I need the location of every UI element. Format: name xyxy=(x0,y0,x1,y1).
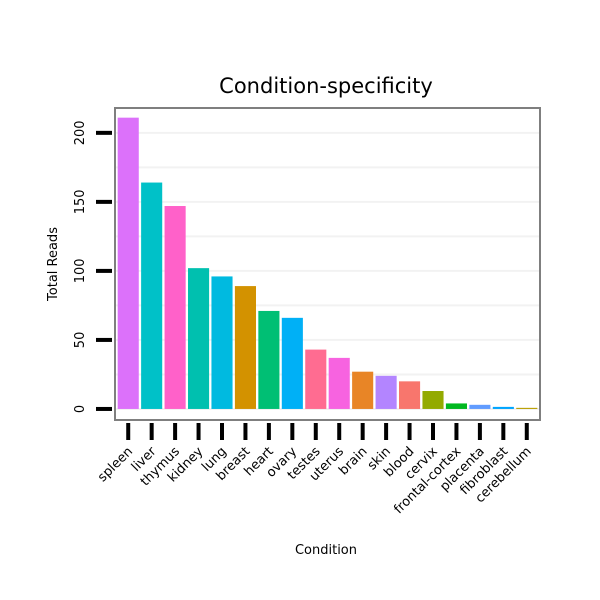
bar-breast xyxy=(234,286,256,409)
x-axis: spleenliverthymuskidneylungbreastheartov… xyxy=(95,423,535,517)
bar-placenta xyxy=(469,404,491,409)
bar-uterus xyxy=(328,357,350,409)
gridlines xyxy=(115,131,540,410)
y-tick-label: 0 xyxy=(73,405,88,413)
plot-border xyxy=(114,107,541,421)
bar-blood xyxy=(399,381,421,409)
bar-spleen xyxy=(117,117,139,409)
chart-title: Condition-specificity xyxy=(219,74,433,98)
bar-skin xyxy=(375,375,397,409)
y-axis: 0 50 100 150 200 xyxy=(73,120,112,413)
plot-background xyxy=(115,108,540,420)
bar-kidney xyxy=(188,268,210,409)
bar-cervix xyxy=(422,391,444,409)
bar-brain xyxy=(352,371,374,409)
bar-cerebellum xyxy=(516,407,538,409)
y-tick-label: 50 xyxy=(73,332,88,349)
y-tick-label: 150 xyxy=(73,189,88,214)
bar-testes xyxy=(305,349,327,409)
x-axis-label: Condition xyxy=(295,543,357,558)
y-axis-label: Total Reads xyxy=(46,227,61,302)
bar-lung xyxy=(211,276,233,409)
y-tick-label: 100 xyxy=(73,258,88,283)
bar-frontal-cortex xyxy=(445,403,467,409)
bar-thymus xyxy=(164,206,186,409)
bar-liver xyxy=(141,182,163,409)
bars xyxy=(117,117,538,409)
y-tick-label: 200 xyxy=(73,120,88,145)
bar-ovary xyxy=(281,317,303,409)
bar-fibroblast xyxy=(492,406,514,409)
bar-heart xyxy=(258,310,280,409)
